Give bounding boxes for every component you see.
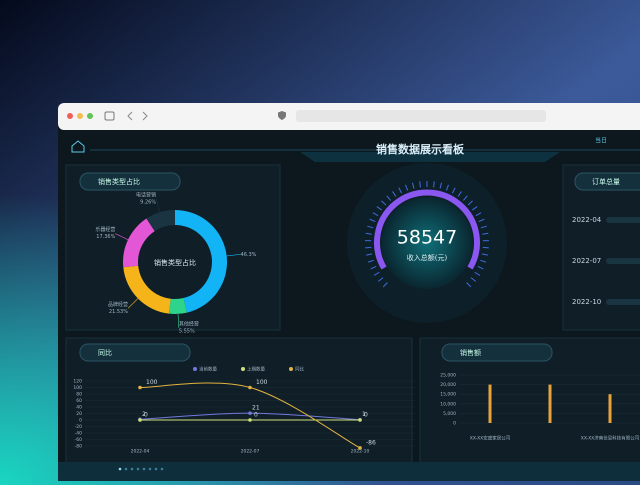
y-tick-label: 0 (79, 418, 82, 424)
pager-dot (125, 468, 128, 471)
y-tick-label: -60 (75, 437, 82, 443)
y-tick-label: 0 (453, 421, 456, 427)
y-tick-label: 20,000 (440, 382, 456, 388)
data-label: 0 (254, 412, 258, 419)
point (138, 386, 142, 390)
gauge-tick (420, 181, 421, 187)
legend-swatch (241, 367, 245, 371)
pager-dot (149, 468, 152, 471)
pager-dot (161, 468, 164, 471)
order-date: 2022-04 (572, 216, 602, 224)
bar (609, 394, 612, 423)
zoom-button[interactable] (87, 113, 93, 119)
slice-name: 乐器经营 (95, 226, 115, 233)
y-tick-label: 100 (73, 385, 82, 391)
y-tick-label: 60 (76, 398, 82, 404)
y-tick-label: 10,000 (440, 401, 456, 407)
order-track (606, 258, 640, 264)
slice-name: 其他经营 (179, 320, 199, 327)
panel-title-pill (442, 344, 552, 361)
order-date: 2022-10 (572, 298, 601, 306)
order-date: 2022-07 (572, 257, 601, 265)
slice-name: 电话营销 (136, 191, 156, 198)
bar (489, 385, 492, 423)
panel-title: 销售额 (460, 348, 481, 357)
dashboard-title: 销售数据展示看板 (376, 142, 465, 156)
y-tick-label: -80 (75, 444, 82, 450)
pager-dot (119, 468, 122, 471)
legend-label: 同比 (295, 366, 304, 373)
y-tick-label: 80 (76, 392, 82, 398)
slice-label: 5.55% (179, 328, 195, 334)
y-tick-label: 5,000 (443, 411, 456, 417)
y-tick-label: 20 (76, 411, 82, 417)
order-track (606, 217, 640, 223)
y-tick-label: 120 (73, 379, 82, 385)
y-tick-label: 15,000 (440, 392, 456, 398)
x-tick-label: 2022-04 (131, 449, 150, 455)
x-tick-label: XX-XX宏盛家居公司 (470, 435, 511, 442)
minimize-button[interactable] (77, 113, 83, 119)
y-tick-label: -40 (75, 431, 82, 437)
panel-title-pill (80, 344, 190, 361)
slice-label: 9.26% (140, 199, 156, 205)
data-label: 100 (256, 379, 268, 386)
point (358, 418, 362, 422)
data-label: -86 (366, 439, 376, 446)
pager-dot (137, 468, 140, 471)
point (138, 418, 142, 422)
legend-swatch (289, 367, 293, 371)
x-tick-label: XX-XX济南信息科技有限公司 (581, 435, 640, 442)
data-label: 0 (144, 412, 148, 419)
data-label: 100 (146, 379, 158, 386)
gauge-label: 收入总额(元) (407, 253, 448, 262)
point (358, 446, 362, 450)
footer-bar (58, 462, 640, 481)
y-tick-label: 25,000 (440, 373, 456, 379)
point (248, 418, 252, 422)
donut-center-label: 销售类型占比 (154, 258, 196, 267)
slice-label: 21.53% (109, 309, 128, 315)
slice-name: 品牌经营 (108, 301, 128, 308)
slice-label: 17.36% (96, 234, 115, 240)
gauge-value: 58547 (397, 227, 457, 249)
data-label: 0 (364, 412, 368, 419)
y-tick-label: 40 (76, 405, 82, 411)
bar (549, 385, 552, 423)
panel-title: 同比 (98, 348, 112, 357)
point (248, 411, 252, 415)
order-track (606, 299, 640, 305)
address-bar[interactable] (296, 110, 546, 122)
panel-title: 销售类型占比 (98, 177, 140, 186)
close-button[interactable] (67, 113, 73, 119)
panel-title: 订单总量 (592, 177, 620, 186)
legend-label: 当前数量 (199, 366, 217, 373)
legend-label: 上期数量 (247, 366, 265, 373)
pager-dot (143, 468, 146, 471)
y-tick-label: -20 (75, 424, 82, 430)
pager-dot (131, 468, 134, 471)
pager-dot (155, 468, 158, 471)
point (248, 386, 252, 390)
legend-swatch (193, 367, 197, 371)
gauge-tick (434, 181, 435, 187)
slice-label: 46.3% (241, 252, 257, 258)
tab[interactable]: 当日 (595, 137, 607, 145)
x-tick-label: 2022-07 (241, 449, 260, 455)
